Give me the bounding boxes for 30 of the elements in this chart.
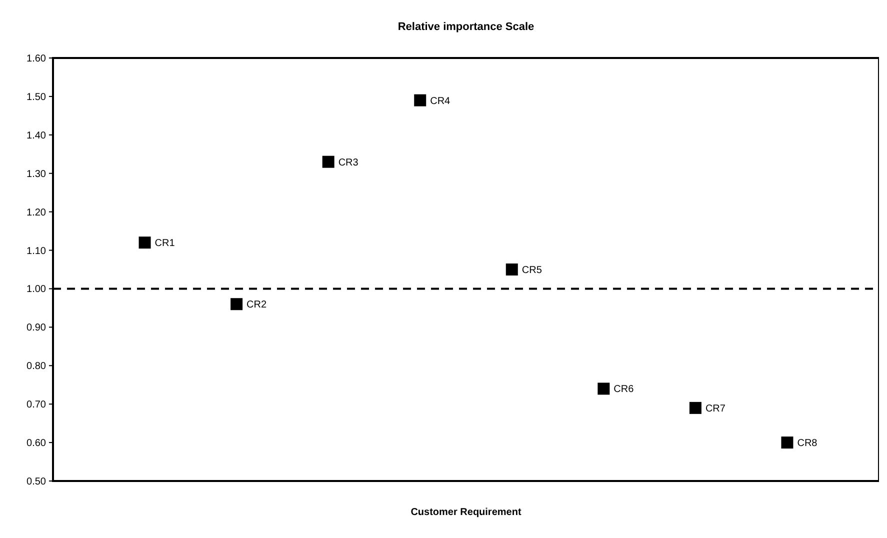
y-tick-label: 0.80 xyxy=(26,361,46,372)
annotation: CR2 xyxy=(246,300,267,311)
y-tick-label: 0.70 xyxy=(26,400,46,411)
y-tick-label: 1.20 xyxy=(26,207,46,218)
y-tick-label: 1.60 xyxy=(26,54,46,64)
point xyxy=(689,402,702,414)
chart-title: Relative importance Scale xyxy=(398,21,534,33)
y-tick-label: 0.50 xyxy=(26,476,46,488)
annotation: CR4 xyxy=(430,96,451,107)
x-axis-title: Customer Requirement xyxy=(410,507,522,518)
y-tick-label: 1.30 xyxy=(26,168,46,180)
point xyxy=(414,94,426,106)
y-tick-label: 1.50 xyxy=(26,92,46,103)
annotation: CR5 xyxy=(522,265,542,276)
annotation: CR1 xyxy=(154,238,176,250)
point xyxy=(138,236,151,249)
annotation: CR8 xyxy=(797,438,818,450)
point xyxy=(598,382,610,395)
y-tick-label: 0.60 xyxy=(26,438,46,450)
y-tick-label: 1.10 xyxy=(26,246,46,257)
point xyxy=(506,264,518,276)
y-tick-label: 0.90 xyxy=(26,322,46,334)
annotation: CR7 xyxy=(705,403,726,414)
y-tick-label: 1.40 xyxy=(26,130,46,142)
annotation: CR3 xyxy=(338,157,359,168)
point xyxy=(781,436,794,449)
annotation: CR6 xyxy=(614,384,634,396)
y-tick-label: 1.00 xyxy=(26,284,46,296)
point xyxy=(322,156,334,168)
point xyxy=(230,298,243,310)
